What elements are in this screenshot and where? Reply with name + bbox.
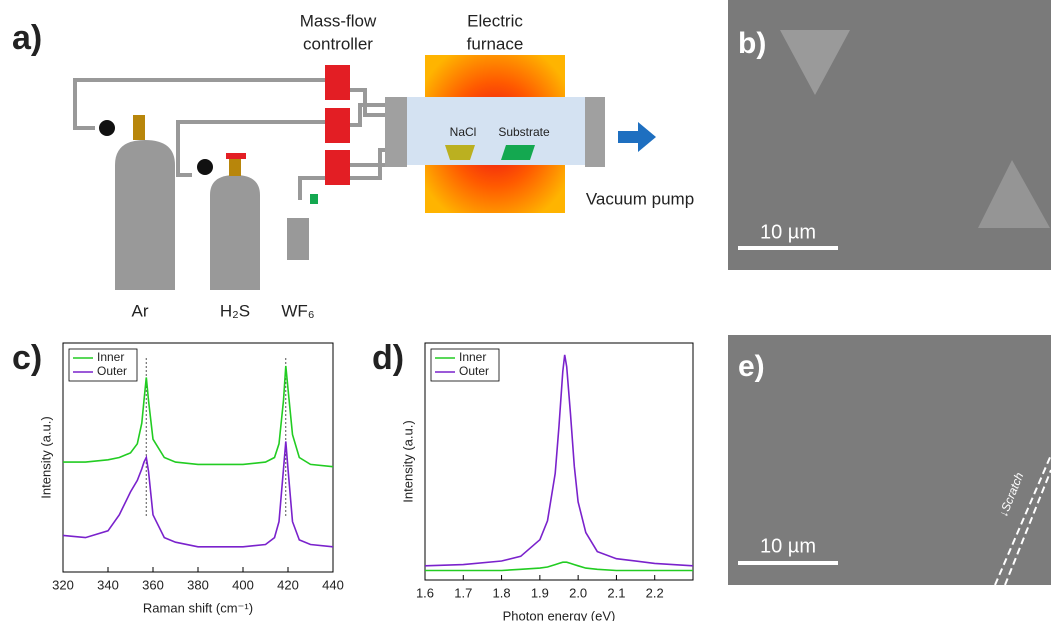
- tube: [405, 97, 587, 165]
- x-axis-label: Photon energy (eV): [503, 608, 616, 621]
- scratch-line: [994, 454, 1051, 586]
- legend-label: Outer: [97, 364, 127, 378]
- valve-cap: [226, 153, 246, 159]
- label: Ar: [132, 301, 149, 320]
- label: WF₆: [281, 301, 314, 320]
- label: NaCl: [450, 125, 477, 139]
- panel-label: a): [12, 19, 42, 57]
- panel-label: b): [738, 27, 766, 60]
- x-tick-label: 440: [322, 577, 344, 592]
- y-axis-label: Intensity (a.u.): [38, 416, 53, 498]
- mfc: [325, 150, 350, 185]
- panel-label: c): [12, 339, 42, 377]
- regulator: [99, 120, 115, 136]
- substrate: [501, 145, 535, 160]
- x-tick-label: 340: [97, 577, 119, 592]
- label: Mass-flow: [300, 11, 377, 30]
- y-axis-label: Intensity (a.u.): [400, 420, 415, 502]
- x-tick-label: 1.8: [493, 585, 511, 600]
- panel-label: d): [372, 339, 404, 377]
- plot-frame: [424, 342, 694, 581]
- legend: [68, 348, 138, 382]
- sem-image: [728, 335, 1051, 585]
- x-tick-label: 360: [142, 577, 164, 592]
- x-tick-label: 2.0: [569, 585, 587, 600]
- x-tick-label: 320: [52, 577, 74, 592]
- gas-line: [298, 148, 385, 200]
- x-axis-label: Raman shift (cm⁻¹): [143, 600, 253, 615]
- label: controller: [303, 34, 373, 53]
- flake: [978, 160, 1050, 228]
- label: furnace: [467, 34, 524, 53]
- regulator: [197, 159, 213, 175]
- valve: [310, 194, 318, 204]
- x-tick-label: 420: [277, 577, 299, 592]
- cylinder: [287, 218, 309, 260]
- x-tick-label: 2.1: [607, 585, 625, 600]
- nacl-boat: [445, 145, 475, 160]
- cylinder: [115, 140, 175, 290]
- arrow: [618, 122, 656, 152]
- series-line: [62, 441, 334, 548]
- mfc: [325, 108, 350, 143]
- label: Substrate: [498, 125, 550, 139]
- flange: [385, 97, 407, 167]
- mfc: [325, 65, 350, 100]
- scale-label: 10 µm: [760, 221, 816, 243]
- x-tick-label: 400: [232, 577, 254, 592]
- flake: [780, 30, 850, 95]
- series-line: [425, 561, 693, 572]
- series-line: [424, 354, 694, 567]
- label: H₂S: [220, 301, 250, 320]
- legend-label: Inner: [97, 350, 124, 364]
- legend: [430, 348, 500, 382]
- gas-line: [73, 78, 325, 130]
- x-tick-label: 1.9: [531, 585, 549, 600]
- legend-label: Outer: [459, 364, 489, 378]
- x-tick-label: 1.7: [454, 585, 472, 600]
- scale-label: 10 µm: [760, 535, 816, 557]
- panel-label: e): [738, 350, 765, 383]
- cylinder: [210, 175, 260, 290]
- valve: [133, 115, 145, 140]
- label: Vacuum pump: [586, 189, 694, 208]
- legend-label: Inner: [459, 350, 486, 364]
- series-line: [63, 365, 334, 468]
- valve: [229, 158, 241, 176]
- gas-line: [176, 120, 325, 177]
- x-tick-label: 380: [187, 577, 209, 592]
- label: Electric: [467, 11, 523, 30]
- flange: [585, 97, 605, 167]
- x-tick-label: 1.6: [416, 585, 434, 600]
- x-tick-label: 2.2: [646, 585, 664, 600]
